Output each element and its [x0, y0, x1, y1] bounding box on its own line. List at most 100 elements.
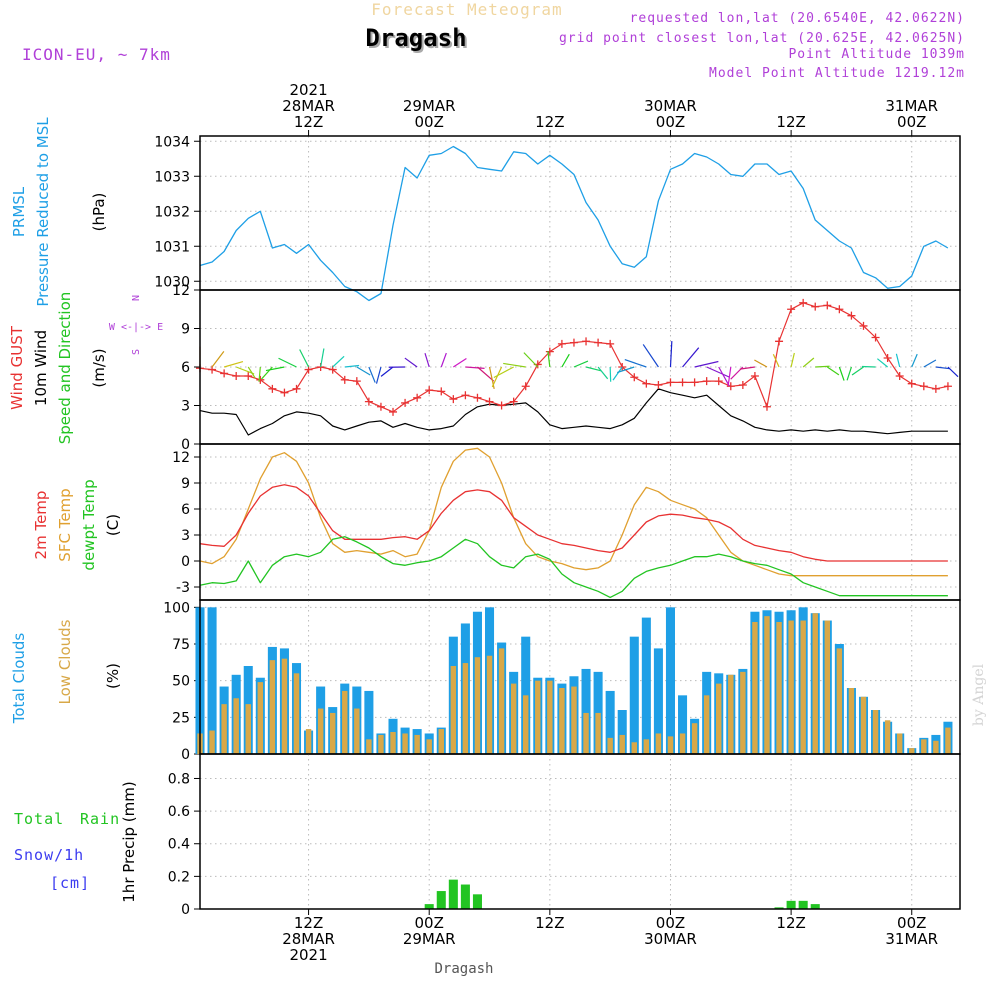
wind-direction-arrow: [739, 366, 756, 370]
low-cloud-bar: [836, 648, 843, 754]
wind-speed-dir-label: Speed and Direction: [56, 292, 74, 445]
time-label-bottom: 30MAR: [644, 930, 697, 948]
total-cloud-bar: [207, 607, 217, 754]
temp-tick-label: -3: [176, 580, 190, 596]
wind-direction-arrow: [802, 357, 815, 368]
gust-marker: [714, 377, 723, 386]
low-cloud-bar: [872, 710, 879, 754]
gust-marker: [582, 337, 591, 346]
wind-direction-arrow: [947, 366, 959, 378]
wind-gust-label: Wind GUST: [8, 325, 26, 410]
watermark: by Angel: [971, 663, 987, 726]
pressure-panel: 1034 1033 1032 1031 1030: [154, 134, 961, 302]
pressure-label-2: Pressure Reduced to MSL: [34, 117, 52, 307]
temp-dewpt-label: dewpt Temp: [80, 479, 98, 570]
low-cloud-bar: [884, 720, 891, 754]
wind-direction-arrow: [344, 364, 360, 368]
wind-direction-arrow: [851, 366, 864, 376]
wind-direction-arrow: [846, 366, 852, 381]
precip-rain-label: Rain: [80, 810, 120, 828]
gust-marker: [364, 397, 373, 406]
precip-unit: 1hr Precip (mm): [120, 781, 138, 902]
gust-marker: [220, 369, 229, 378]
low-cloud-bar: [631, 742, 637, 754]
precip-bar: [460, 884, 470, 909]
compass-n: N: [131, 295, 142, 301]
low-cloud-bar: [800, 620, 806, 754]
wind-direction-arrow: [772, 353, 780, 368]
compass-we: W <-|-> E: [109, 322, 163, 333]
gust-marker: [678, 378, 687, 387]
time-label-top: 28MAR: [282, 97, 335, 115]
gust-marker: [401, 398, 410, 407]
low-cloud-bar: [245, 704, 251, 754]
gust-marker: [823, 301, 832, 310]
low-cloud-bar: [655, 733, 662, 754]
location-title-shadow: Dragash: [365, 24, 466, 52]
temp-tick-label: 12: [172, 450, 190, 466]
gust-marker: [702, 377, 711, 386]
total-cloud-bar: [364, 690, 374, 754]
pressure-unit: (hPa): [90, 193, 108, 232]
gust-marker: [569, 338, 578, 347]
precip-tick-label: 0.6: [168, 804, 190, 820]
gust-marker: [762, 402, 771, 411]
wind-direction-arrow: [682, 347, 700, 368]
wind-direction-arrow: [935, 366, 950, 370]
gust-marker: [726, 382, 735, 391]
wind-direction-arrow: [826, 366, 840, 376]
footer-location: Dragash: [434, 961, 493, 977]
gust-marker: [509, 397, 518, 406]
wind-direction-arrow: [299, 349, 310, 368]
gust-marker: [449, 395, 458, 404]
precip-bar: [774, 907, 784, 909]
time-label-bottom: 00Z: [656, 914, 685, 932]
pressure-tick-label: 1030: [154, 274, 190, 290]
wind-tick-label: 9: [181, 322, 190, 338]
wind-direction-arrow: [278, 357, 297, 368]
precip-panel: 0.8 0.6 0.4 0.2 0: [168, 753, 961, 918]
gust-marker: [413, 393, 422, 402]
low-cloud-bar: [474, 657, 481, 754]
time-label-top: 31MAR: [885, 97, 938, 115]
wind-direction-arrow: [923, 359, 937, 368]
pressure-label-1: PRMSL: [10, 186, 28, 237]
precip-tick-label: 0.8: [168, 771, 190, 787]
low-cloud-bar: [366, 739, 372, 754]
time-label-bottom: 29MAR: [403, 930, 456, 948]
low-cloud-bar: [667, 736, 674, 754]
time-label-top: 00Z: [415, 113, 444, 131]
low-cloud-bar: [716, 683, 722, 754]
precip-tick-label: 0.4: [168, 837, 190, 853]
temp-tick-label: 0: [181, 554, 190, 570]
gust-marker: [919, 382, 928, 391]
wind-direction-arrow: [609, 366, 612, 382]
model-label: ICON-EU, ~ 7km: [22, 45, 171, 64]
gust-marker: [594, 338, 603, 347]
gust-marker: [485, 397, 494, 406]
sfc-temp-line: [199, 447, 948, 577]
total-cloud-bar: [665, 607, 675, 754]
wind-direction-arrow: [375, 366, 382, 384]
low-cloud-bar: [390, 732, 396, 754]
total-cloud-bar: [629, 636, 639, 754]
total-cloud-bar: [641, 617, 651, 754]
gust-marker: [859, 321, 868, 330]
gust-marker: [497, 401, 506, 410]
wind-direction-arrow: [573, 360, 589, 368]
panel-frame: [199, 599, 961, 755]
gust-marker: [931, 384, 940, 393]
temp-2m-label: 2m Temp: [32, 491, 50, 560]
low-cloud-bar: [269, 660, 276, 754]
wind-direction-arrow: [561, 353, 570, 368]
clouds-tick-label: 100: [163, 600, 190, 616]
gust-marker: [642, 379, 651, 388]
wind-10m-line: [199, 388, 948, 436]
panel-frame: [199, 135, 961, 291]
low-cloud-bar: [486, 655, 493, 754]
panel-frame: [199, 443, 961, 601]
wind-direction-arrow: [440, 352, 447, 368]
wind-direction-arrow: [223, 361, 244, 368]
precip-bar: [810, 904, 820, 909]
